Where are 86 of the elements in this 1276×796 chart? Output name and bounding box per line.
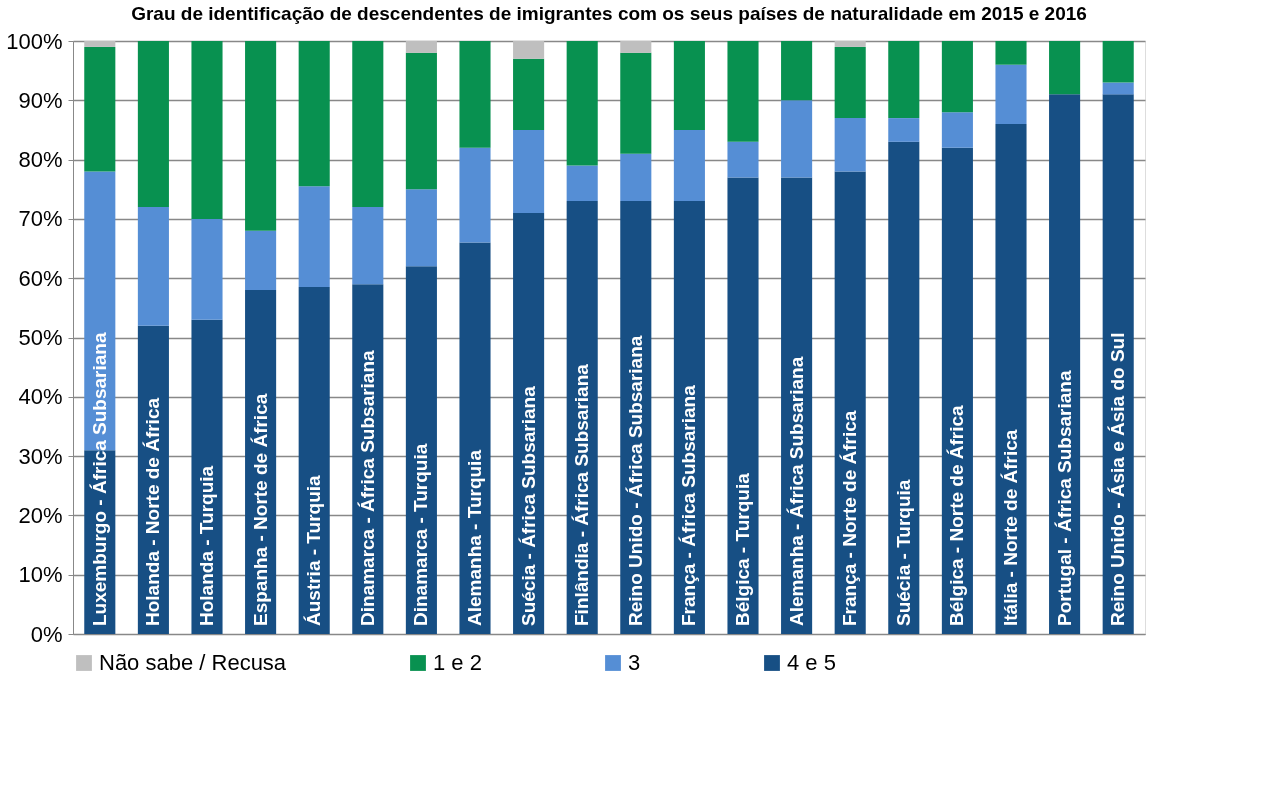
bar xyxy=(405,41,437,53)
bar xyxy=(298,186,330,288)
bar xyxy=(459,41,491,148)
x-tick-label: Holanda - Turquia xyxy=(196,465,217,626)
x-tick-label: Dinamarca - África Subsariana xyxy=(356,349,378,626)
x-tick-label: Bélgica - Turquia xyxy=(732,472,753,626)
bar xyxy=(405,189,437,267)
y-tick-label: 10% xyxy=(18,562,63,588)
legend-label: 1 e 2 xyxy=(433,650,482,675)
bar xyxy=(137,41,169,208)
bar xyxy=(834,46,866,119)
bar xyxy=(781,41,813,101)
bar xyxy=(888,141,920,634)
x-tick-label: Áustria - Turquia xyxy=(303,474,325,626)
bar xyxy=(888,41,920,119)
bar xyxy=(941,112,973,148)
y-tick-label: 60% xyxy=(18,265,63,291)
x-tick-label: Dinamarca - Turquia xyxy=(410,443,432,626)
y-tick-label: 80% xyxy=(18,147,63,173)
bar xyxy=(1102,41,1134,83)
bar xyxy=(995,124,1027,634)
legend-label: 3 xyxy=(628,650,641,675)
bar xyxy=(620,153,652,202)
y-tick-label: 100% xyxy=(6,28,63,54)
bar xyxy=(298,287,330,634)
x-tick-label: Alemanha - Turquia xyxy=(464,449,485,626)
bar xyxy=(995,64,1027,125)
x-tick-label: Espanha - Norte de África xyxy=(249,393,271,626)
x-tick-label: França - África Subsariana xyxy=(678,384,700,626)
bar xyxy=(834,118,866,172)
bar xyxy=(1102,82,1134,95)
bar xyxy=(620,52,652,154)
bar xyxy=(245,41,277,231)
x-tick-label: Bélgica - Norte de África xyxy=(946,404,968,626)
bar xyxy=(941,41,973,113)
bar xyxy=(84,46,116,172)
bar xyxy=(834,171,866,634)
bar xyxy=(834,41,866,47)
y-tick-label: 90% xyxy=(18,87,63,113)
bar xyxy=(352,41,384,208)
x-tick-label: Reino Unido - África Subsariana xyxy=(624,335,646,626)
x-tick-label: Reino Unido - Ásia e Ásia do Sul xyxy=(1107,332,1129,626)
bar xyxy=(566,165,598,202)
bar xyxy=(566,41,598,166)
bar xyxy=(727,141,759,178)
x-tick-label: Suécia - Turquia xyxy=(892,479,914,626)
bar xyxy=(673,129,705,202)
bar xyxy=(245,230,277,291)
x-tick-label: Holanda - Norte de África xyxy=(142,397,164,626)
bar xyxy=(673,41,705,130)
x-tick-label: Itália - Norte de África xyxy=(1000,429,1021,626)
bar xyxy=(191,319,223,634)
bar xyxy=(459,242,491,634)
bar xyxy=(405,52,437,190)
bar xyxy=(513,129,545,213)
y-tick-label: 70% xyxy=(18,206,63,232)
x-tick-label: França - Norte de África xyxy=(839,410,861,626)
legend-label: 4 e 5 xyxy=(787,650,836,675)
x-tick-label: Finlândia - África Subsariana xyxy=(571,363,593,626)
x-tick-label: Alemanha - África Subsariana xyxy=(785,356,807,626)
y-tick-label: 20% xyxy=(18,502,63,528)
y-tick-label: 40% xyxy=(18,384,63,410)
bar xyxy=(888,118,920,142)
bar xyxy=(781,100,813,178)
bar xyxy=(352,207,384,285)
bar xyxy=(191,218,223,320)
bar xyxy=(727,41,759,142)
x-tick-label: Luxemburgo - África Subsariana xyxy=(88,332,110,626)
bar xyxy=(137,207,169,326)
y-tick-label: 0% xyxy=(30,621,63,647)
bar xyxy=(298,41,330,187)
bar xyxy=(513,58,545,130)
bar xyxy=(620,41,652,53)
bar xyxy=(727,177,759,634)
chart-title: Grau de identificação de descendentes de imigrantes com os seus países de naturalidade em 2015 e 2016 xyxy=(131,3,1087,24)
bar xyxy=(513,41,545,59)
bar xyxy=(1049,41,1081,95)
y-tick-label: 30% xyxy=(18,443,63,469)
legend-label: Não sabe / Recusa xyxy=(99,650,287,675)
x-tick-label: Portugal - África Subsariana xyxy=(1053,370,1075,626)
bar xyxy=(995,41,1027,65)
bar xyxy=(84,41,116,47)
bar xyxy=(459,147,491,243)
bar xyxy=(191,41,223,219)
y-tick-label: 50% xyxy=(18,325,63,350)
x-tick-label: Suécia - África Subsariana xyxy=(517,385,539,626)
